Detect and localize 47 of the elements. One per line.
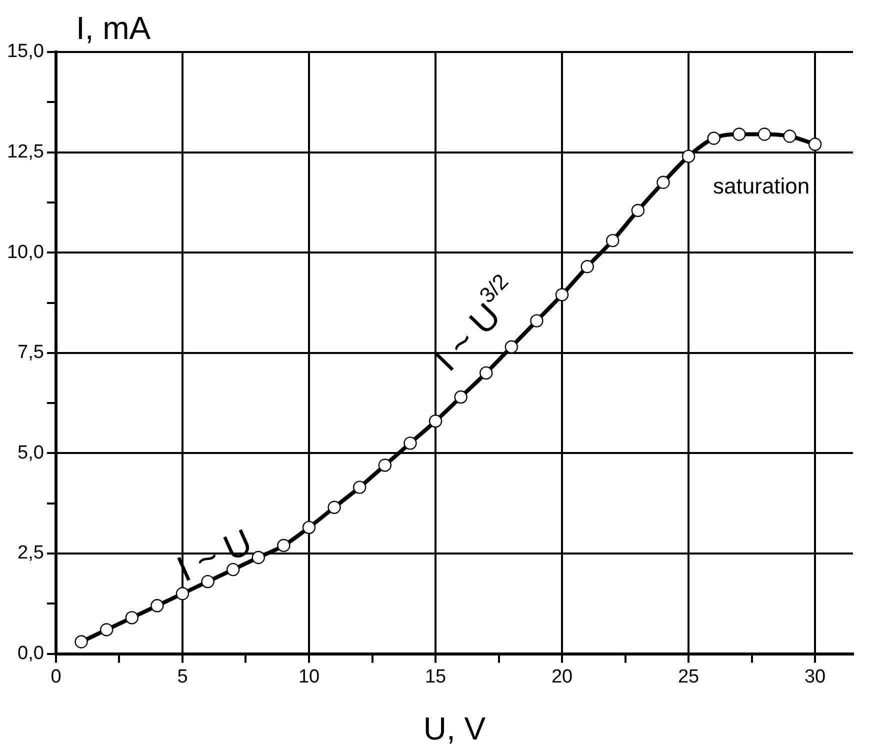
x-tick-label: 25: [678, 666, 700, 688]
y-axis-title: I, mA: [76, 10, 152, 46]
x-tick-label: 15: [424, 666, 446, 688]
point: [555, 288, 569, 302]
point: [783, 130, 796, 143]
y-tick-label: 2,5: [18, 542, 44, 564]
x-tick-label: 20: [551, 666, 573, 688]
point: [606, 234, 620, 248]
point: [656, 176, 670, 189]
point: [150, 599, 164, 612]
annotation: saturation: [713, 173, 810, 198]
point: [682, 150, 696, 163]
point: [454, 390, 468, 404]
x-tick-label: 10: [298, 666, 320, 688]
x-tick-label: 30: [804, 666, 826, 688]
point: [580, 260, 594, 274]
point: [732, 128, 746, 141]
point: [808, 138, 822, 151]
point: [378, 458, 392, 472]
x-tick-label: 0: [50, 666, 62, 688]
point: [226, 562, 240, 576]
point: [631, 204, 645, 218]
point: [74, 635, 88, 648]
y-tick-label: 15,0: [6, 41, 44, 62]
point: [707, 132, 720, 145]
point: [125, 611, 138, 624]
y-tick-label: 12,5: [6, 142, 44, 163]
point: [428, 414, 442, 428]
y-tick-label: 5,0: [18, 442, 44, 464]
point: [100, 623, 114, 636]
point: [176, 587, 190, 600]
point: [302, 520, 316, 534]
point: [758, 128, 772, 141]
point: [404, 436, 417, 450]
point: [353, 480, 366, 494]
point: [328, 500, 341, 514]
x-axis-title: U, V: [423, 710, 486, 747]
point: [252, 550, 265, 564]
y-tick-label: 0,0: [18, 643, 44, 664]
point: [480, 366, 493, 380]
y-tick-label: 10,0: [6, 242, 44, 263]
x-tick-label: 5: [177, 666, 188, 688]
point: [530, 314, 544, 328]
point: [504, 340, 518, 354]
point: [201, 574, 214, 588]
point: [277, 538, 290, 552]
y-tick-label: 7,5: [18, 342, 44, 364]
